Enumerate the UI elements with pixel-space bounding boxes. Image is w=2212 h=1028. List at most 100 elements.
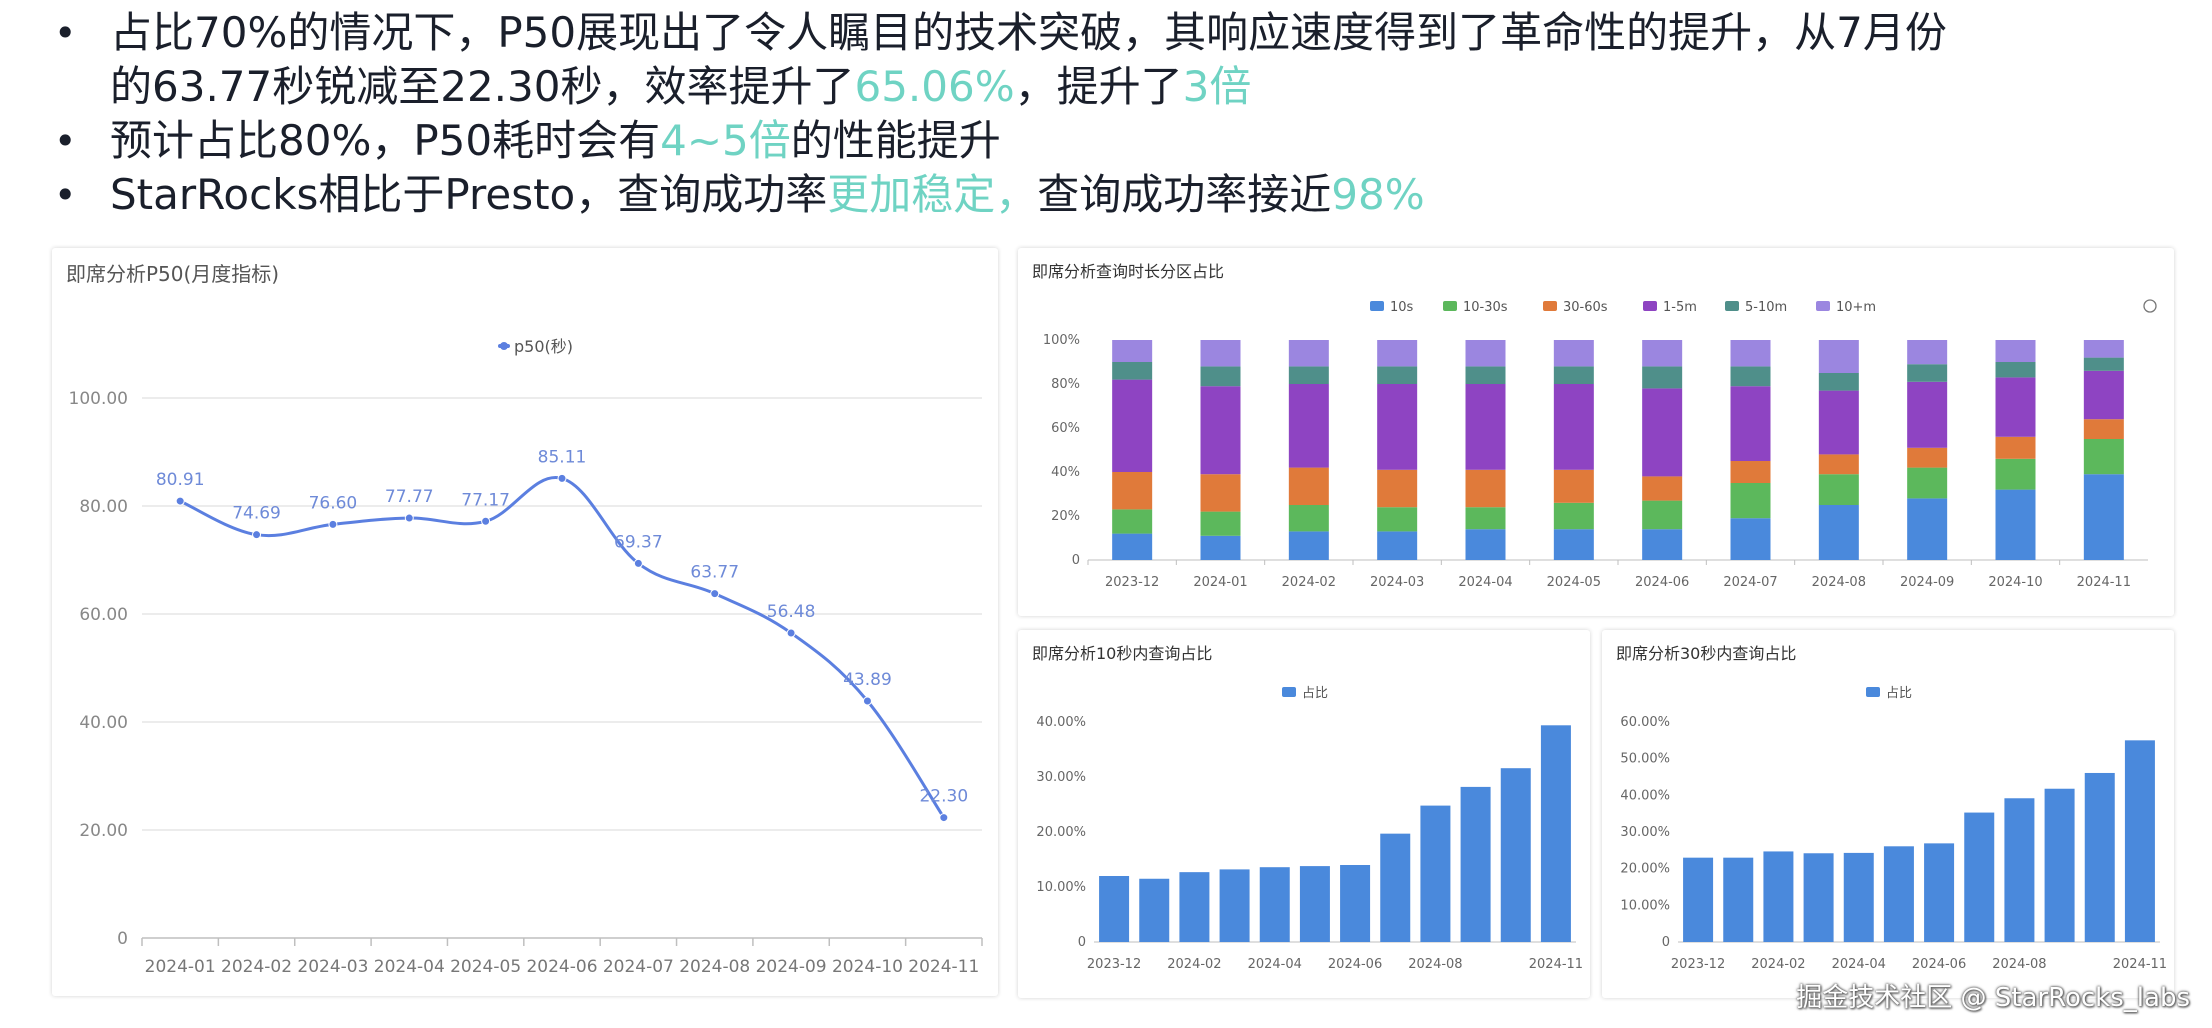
stacked-bar-segment: [1377, 469, 1418, 508]
stacked-bar-segment: [1995, 489, 2036, 560]
bar: [2084, 772, 2115, 942]
legend-label: 占比: [1302, 686, 1328, 701]
data-point: [328, 519, 338, 529]
highlight-text: 4~5倍: [660, 116, 791, 165]
within-30s-chart-card: 即席分析30秒内查询占比 占比 0 10.00% 20.00% 30.00% 40.00%…: [1602, 630, 2174, 998]
stacked-bar-segment: [1465, 366, 1506, 384]
y-tick-label: 80%: [1051, 377, 1080, 392]
highlight-text: 3倍: [1182, 62, 1252, 111]
bullet-text: 的63.77秒锐减至22.30秒，效率提升了: [110, 62, 855, 111]
bar: [1500, 768, 1531, 942]
bullet-text: 查询成功率接近: [1037, 170, 1332, 219]
x-tick-label: 2024-09: [756, 957, 827, 977]
bullet-dot: •: [54, 11, 77, 55]
x-tick-label: 2024-06: [1635, 575, 1689, 590]
stacked-bar-segment: [1112, 509, 1153, 534]
stacked-bar-segment: [1288, 505, 1329, 532]
bar: [1924, 843, 1955, 942]
bullet-text: 预计占比80%，P50耗时会有: [110, 116, 661, 165]
y-tick-label: 0: [117, 929, 128, 949]
stacked-bar-segment: [1553, 340, 1594, 367]
bullet-text: 占比70%的情况下，P50展现出了令人瞩目的技术突破，其响应速度得到了革命性的提…: [110, 8, 1947, 57]
y-tick-label: 0: [1078, 935, 1086, 950]
stacked-bar-segment: [1465, 469, 1506, 508]
x-tick-label: 2024-11: [2077, 575, 2131, 590]
data-label: 85.11: [538, 447, 587, 467]
bar: [1139, 878, 1170, 942]
within-30s-bar-chart: 占比 0 10.00% 20.00% 30.00% 40.00% 50.00% 60.00% 2…: [1620, 686, 2167, 972]
legend-label: 10-30s: [1463, 300, 1508, 315]
y-tick-label: 40.00%: [1036, 715, 1086, 730]
x-tick-label: 2024-07: [603, 957, 674, 977]
stacked-bar-segment: [1730, 366, 1771, 387]
x-tick-label: 2024-10: [1988, 575, 2042, 590]
x-tick-label: 2024-02: [221, 957, 292, 977]
stacked-bar-segment: [1200, 474, 1241, 512]
stacked-bar-segment: [1288, 384, 1329, 468]
stacked-bar-segment: [1112, 340, 1153, 362]
stacked-bar-segment: [1200, 340, 1241, 367]
x-tick-label: 2024-11: [2113, 957, 2167, 972]
x-tick-label: 2024-02: [1751, 957, 1805, 972]
within-10s-bar-chart: 占比 0 10.00% 20.00% 30.00% 40.00% 2023-12 2024-0…: [1036, 686, 1583, 972]
x-tick-label: 2024-02: [1282, 575, 1336, 590]
legend-swatch: [1370, 301, 1384, 311]
stacked-bar-segment: [1907, 381, 1948, 448]
stacked-bar-segment: [1995, 362, 2036, 378]
bar: [1099, 876, 1130, 942]
x-tick-label: 2024-04: [1832, 957, 1886, 972]
bullet-1-line-2: 的63.77秒锐减至22.30秒，效率提升了65.06%，提升了3倍: [110, 62, 1251, 111]
x-tick-label: 2024-05: [450, 957, 521, 977]
y-tick-label: 30.00%: [1620, 825, 1670, 840]
data-point: [633, 558, 643, 568]
data-label: 80.91: [156, 470, 205, 490]
stacked-bar-segment: [1818, 505, 1859, 560]
stacked-bar-segment: [1465, 384, 1506, 470]
stacked-bar-segment: [1377, 531, 1418, 560]
duration-partition-chart-card: 即席分析查询时长分区占比 10s 10-30s 30-60s 1-5m 5-10m 10+…: [1018, 248, 2174, 616]
legend-label: 30-60s: [1563, 300, 1608, 315]
stacked-bar-segment: [1642, 529, 1683, 560]
stacked-bar-segment: [2083, 439, 2124, 475]
legend-swatch: [1866, 687, 1880, 697]
bullet-1-line-1: 占比70%的情况下，P50展现出了令人瞩目的技术突破，其响应速度得到了革命性的提…: [110, 8, 1947, 57]
within-10s-chart-card: 即席分析10秒内查询占比 占比 0 10.00% 20.00% 30.00% 40.00%…: [1018, 630, 1590, 998]
legend-swatch: [1543, 301, 1557, 311]
stacked-bar-segment: [1553, 469, 1594, 503]
y-tick-label: 50.00%: [1620, 752, 1670, 767]
bar: [2124, 740, 2155, 942]
x-tick-label: 2023-12: [1087, 957, 1141, 972]
duration-stacked-bar-chart: 10s 10-30s 30-60s 1-5m 5-10m 10+m 0 20% 40% 60% 80…: [1043, 299, 2157, 590]
stacked-bar-segment: [1377, 507, 1418, 532]
x-tick-label: 2024-08: [1992, 957, 2046, 972]
options-icon: [2143, 299, 2157, 313]
stacked-bar-segment: [1730, 340, 1771, 367]
y-tick-label: 100%: [1043, 333, 1080, 348]
y-tick-label: 0: [1072, 553, 1080, 568]
legend-label: p50(秒): [514, 337, 573, 356]
y-tick-label: 60.00: [79, 605, 128, 625]
bullet-2: • 预计占比80%，P50耗时会有4~5倍的性能提升: [40, 114, 2200, 168]
stacked-bar-segment: [1730, 483, 1771, 519]
stacked-bar-segment: [1288, 340, 1329, 367]
y-tick-label: 30.00%: [1036, 770, 1086, 785]
y-tick-label: 40.00: [79, 713, 128, 733]
stacked-bar-segment: [1642, 500, 1683, 530]
y-tick-label: 10.00%: [1620, 898, 1670, 913]
stacked-bar-segment: [2083, 357, 2124, 371]
legend-label: 10s: [1390, 300, 1414, 315]
bar: [1723, 857, 1754, 942]
bullet-list: • 占比70%的情况下，P50展现出了令人瞩目的技术突破，其响应速度得到了革命性…: [40, 6, 2200, 222]
stacked-bar-segment: [1907, 340, 1948, 365]
stacked-bar-segment: [1907, 364, 1948, 382]
data-label: 22.30: [919, 787, 968, 807]
x-tick-label: 2024-08: [1812, 575, 1866, 590]
stacked-bar-segment: [1730, 461, 1771, 483]
stacked-bar-segment: [1377, 366, 1418, 384]
bar: [1380, 833, 1411, 942]
stacked-bar-segment: [1465, 529, 1506, 560]
data-label: 74.69: [232, 504, 281, 524]
x-tick-label: 2024-08: [1408, 957, 1462, 972]
x-tick-label: 2024-04: [1458, 575, 1512, 590]
legend-label: 占比: [1886, 686, 1912, 701]
